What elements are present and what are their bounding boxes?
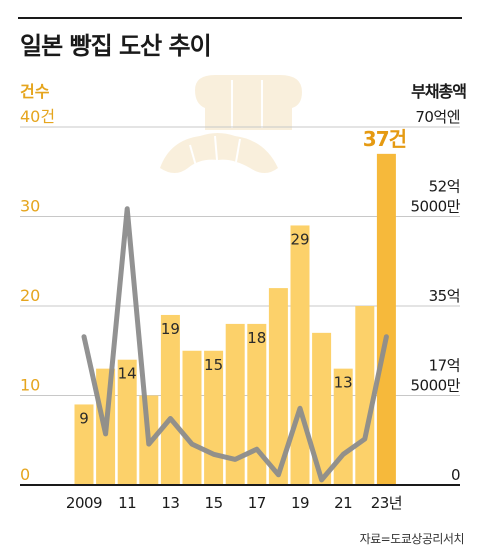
bar [182,350,202,485]
x-tick-label: 19 [291,494,309,512]
bar [117,359,137,485]
bar-value-label: 14 [118,365,137,383]
left-tick-label: 10 [20,376,40,395]
right-axis-label: 부채총액 [411,82,467,101]
debt-line-path [81,206,389,483]
x-tick-label: 11 [118,494,136,512]
bar [225,323,245,485]
right-tick-label: 0 [451,466,460,484]
chart-title: 일본 빵집 도산 추이 [20,32,212,60]
x-tick-label: 17 [248,494,266,512]
left-tick-label: 0 [20,465,30,484]
debt-line [81,206,389,483]
bar-value-label: 15 [204,356,223,374]
right-tick-label: 52억 [429,178,460,196]
bar [290,225,310,485]
bar-value-label: 13 [334,374,353,392]
bar [268,288,288,485]
data-labels: 9 14 19 15 18 29 13 37건 [79,127,407,428]
title-rule [18,17,462,19]
right-tick-label: 70억엔 [415,108,460,126]
bread-illustration [160,75,302,173]
bars [74,153,396,485]
bar [376,153,396,485]
bar [74,404,94,485]
bar [333,368,353,485]
bar-value-label: 29 [290,230,309,248]
left-tick-label: 20 [20,286,40,305]
left-axis-label: 건수 [20,82,50,101]
right-tick-label: 5000만 [411,377,461,395]
bar [247,323,267,485]
x-tick-label: 13 [161,494,179,512]
source-note: 자료=도쿄상공리서치 [359,532,465,546]
x-tick-label: 21 [334,494,352,512]
bar-value-label: 18 [247,329,266,347]
bar [312,332,332,485]
x-tick-label: 23년 [371,494,402,512]
x-tick-label: 2009 [66,494,102,512]
left-tick-label: 40건 [20,107,55,126]
bar-value-label: 19 [161,320,180,338]
bar-value-label: 9 [79,409,89,427]
bar [160,314,180,485]
left-tick-label: 30 [20,197,40,216]
axes: 2009 11 13 15 17 19 21 23년 0 10 20 30 40건 0 17억 5000만 35… [20,107,461,512]
right-tick-label: 5000만 [411,198,461,216]
bar-value-label: 37건 [363,127,406,151]
x-tick-label: 15 [205,494,223,512]
right-tick-label: 35억 [429,287,460,305]
right-tick-label: 17억 [429,357,460,375]
